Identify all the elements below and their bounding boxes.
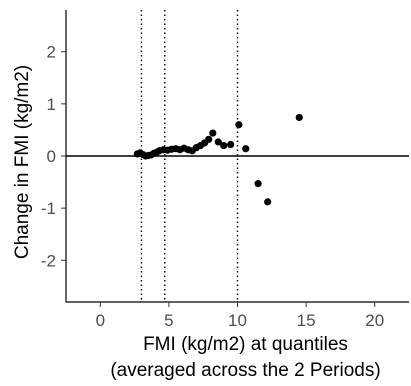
y-tick-label: -2 bbox=[41, 251, 56, 270]
data-point bbox=[295, 113, 303, 122]
data-point bbox=[227, 140, 235, 149]
x-axis-title-line-2: (averaged across the 2 Periods) bbox=[110, 360, 380, 381]
y-tick-label: 2 bbox=[47, 43, 56, 62]
x-tick-label: 20 bbox=[365, 311, 384, 330]
data-point bbox=[209, 129, 217, 137]
data-point bbox=[235, 121, 243, 129]
reference-lines bbox=[66, 10, 409, 302]
data-point bbox=[214, 138, 222, 146]
y-tick-label: 1 bbox=[47, 95, 56, 114]
data-points bbox=[133, 113, 303, 206]
x-axis-title-line-1: FMI (kg/m2) at quantiles bbox=[143, 334, 348, 355]
data-point bbox=[242, 145, 250, 153]
data-point bbox=[205, 135, 213, 143]
y-tick-label: 0 bbox=[47, 147, 56, 166]
data-point bbox=[254, 180, 262, 188]
y-axis-title: Change in FMI (kg/m2) bbox=[12, 65, 33, 259]
data-point bbox=[264, 198, 272, 206]
data-point bbox=[220, 141, 228, 150]
y-tick-label: -1 bbox=[41, 199, 56, 218]
x-axis-ticks: 0 5 10 15 20 bbox=[96, 302, 384, 330]
x-tick-label: 15 bbox=[297, 311, 316, 330]
x-tick-label: 0 bbox=[96, 311, 105, 330]
y-axis-ticks: -2 -1 0 1 2 bbox=[41, 43, 66, 270]
x-tick-label: 10 bbox=[228, 311, 247, 330]
x-tick-label: 5 bbox=[164, 311, 173, 330]
